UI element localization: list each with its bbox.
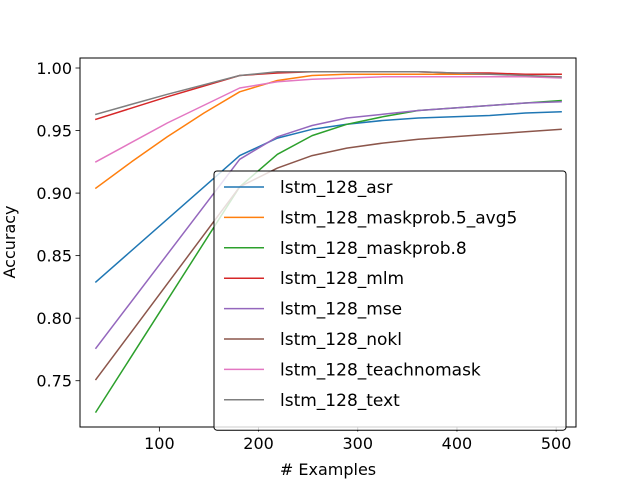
y-tick-label: 0.75 bbox=[36, 372, 72, 391]
y-axis-title: Accuracy bbox=[0, 205, 19, 278]
y-tick-label: 0.85 bbox=[36, 247, 72, 266]
x-tick-label: 300 bbox=[342, 434, 373, 453]
y-tick-label: 0.80 bbox=[36, 309, 72, 328]
y-tick-label: 1.00 bbox=[36, 59, 72, 78]
x-tick-label: 400 bbox=[442, 434, 473, 453]
legend-label-lstm_128_mlm: lstm_128_mlm bbox=[280, 269, 404, 289]
x-axis-title: # Examples bbox=[280, 460, 376, 479]
legend-label-lstm_128_asr: lstm_128_asr bbox=[280, 178, 393, 198]
series-line-lstm_128_mse bbox=[94, 101, 562, 350]
y-tick-label: 0.95 bbox=[36, 122, 72, 141]
legend: lstm_128_asr lstm_128_maskprob.5_avg5lstm… bbox=[213, 170, 567, 431]
legend-label-lstm_128_teachnomask: lstm_128_teachnomask bbox=[280, 360, 481, 380]
legend-box bbox=[213, 170, 567, 431]
x-tick-label: 500 bbox=[541, 434, 572, 453]
legend-label-lstm_128_mse: lstm_128_mse bbox=[280, 300, 402, 320]
series-line-lstm_128_text bbox=[94, 71, 562, 116]
x-tick-label: 200 bbox=[243, 434, 274, 453]
y-axis: 0.75 0.80 0.85 0.90 0.95 1.00 bbox=[36, 59, 80, 391]
legend-label-lstm_128_maskprob.5_avg5: lstm_128_maskprob.5_avg5 bbox=[280, 208, 517, 228]
y-tick-label: 0.90 bbox=[36, 184, 72, 203]
x-axis: 100 200 300 400 500 bbox=[144, 427, 571, 453]
legend-label-lstm_128_maskprob.8: lstm_128_maskprob.8 bbox=[280, 239, 467, 259]
series-line-lstm_128_teachnomask bbox=[94, 76, 562, 163]
x-tick-label: 100 bbox=[144, 434, 175, 453]
legend-label-lstm_128_text: lstm_128_text bbox=[280, 391, 400, 411]
legend-label-lstm_128_nokl: lstm_128_nokl bbox=[280, 330, 402, 350]
